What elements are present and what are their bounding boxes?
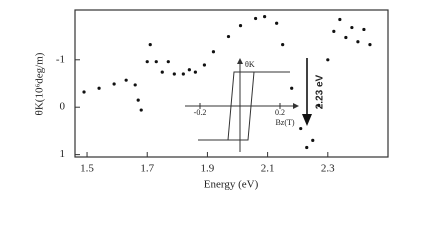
data-point [305, 145, 309, 150]
hysteresis-loop [198, 71, 290, 141]
data-point [202, 63, 207, 67]
x-tick-label: 1.9 [201, 163, 215, 175]
data-point [112, 82, 116, 86]
inset-x-tick-label: 0.2 [275, 108, 285, 117]
x-axis-label: Energy (eV) [204, 179, 259, 191]
data-point [160, 70, 164, 74]
data-point [133, 83, 137, 87]
inset-x-label: Bz(T) [275, 118, 294, 127]
y-tick-label: 0 [60, 101, 66, 113]
data-point [281, 43, 285, 47]
data-point [166, 60, 170, 64]
data-point [145, 60, 149, 64]
data-point [154, 60, 158, 64]
chart: 2.23 eV Energy (eV) θK(10⁶deg/m) Bz(T) θ… [34, 9, 389, 191]
inset-y-arrow [237, 58, 243, 64]
data-point [211, 50, 216, 54]
y-tick-label: -1 [56, 53, 65, 65]
x-tick-label: 1.5 [80, 163, 94, 175]
inset-y-label: θK [245, 60, 255, 69]
data-point [253, 16, 258, 21]
data-point [148, 43, 152, 47]
data-point [124, 78, 128, 82]
data-point [356, 40, 360, 44]
data-point [238, 24, 243, 28]
data-point [187, 68, 191, 72]
data-point [136, 98, 140, 102]
data-point [82, 90, 86, 94]
data-point [350, 25, 354, 30]
data-point [290, 86, 294, 90]
data-point [317, 103, 321, 107]
inset-x-arrow [293, 103, 299, 109]
x-tick-label: 2.3 [321, 163, 335, 175]
data-point [326, 58, 330, 62]
x-tick-label: 2.1 [261, 163, 275, 175]
x-tick-label: 1.7 [140, 163, 154, 175]
data-point [275, 21, 279, 25]
data-point [263, 15, 267, 19]
data-point [311, 138, 315, 143]
inset-x-tick-label: -0.2 [194, 108, 207, 117]
data-point [338, 17, 342, 22]
data-point [299, 126, 303, 131]
annotation-arrowhead [302, 114, 312, 126]
data-point [97, 86, 101, 90]
y-tick-label: 1 [60, 148, 66, 160]
plot-frame [74, 9, 389, 158]
annotation: 2.23 eV [315, 74, 326, 109]
data-point [193, 70, 197, 74]
data-point [226, 34, 231, 39]
data-point [362, 27, 366, 32]
data-point [139, 108, 143, 112]
data-point [181, 72, 185, 76]
data-point [368, 43, 372, 47]
data-point [172, 72, 176, 76]
data-point [344, 35, 348, 40]
data-point [332, 29, 336, 33]
y-axis-label: θK(10⁶deg/m) [34, 52, 46, 115]
